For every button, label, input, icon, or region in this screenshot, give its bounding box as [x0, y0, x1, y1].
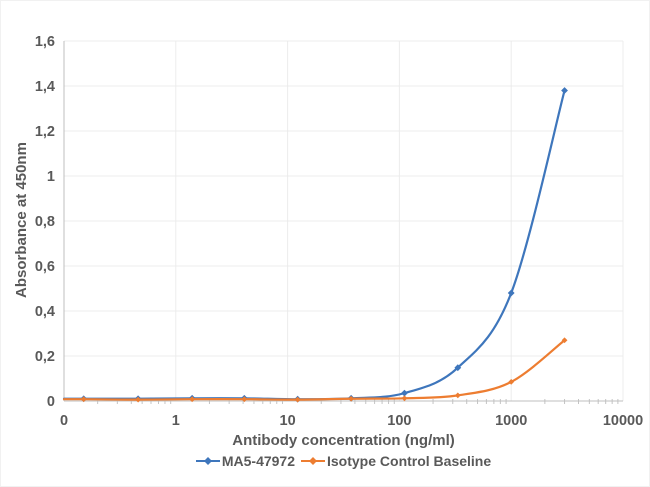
data-point-marker [507, 289, 515, 297]
y-tick-label: 0,6 [35, 259, 55, 275]
x-tick-label: 1 [172, 413, 180, 429]
y-tick-label: 0,4 [35, 304, 55, 320]
data-point-marker [241, 396, 248, 403]
x-tick-label: 10 [280, 413, 296, 429]
legend-label: Isotype Control Baseline [327, 453, 492, 469]
x-tick-label: 0 [60, 413, 68, 429]
data-point-marker [348, 395, 355, 402]
y-tick-label: 1 [47, 169, 55, 185]
y-tick-label: 0 [47, 394, 55, 410]
legend-diamond-icon [203, 457, 212, 465]
y-tick-label: 0,2 [35, 349, 55, 365]
y-tick-label: 0,8 [35, 214, 55, 230]
y-tick-label: 1,6 [35, 34, 55, 50]
data-point-marker [561, 87, 568, 94]
series-line-2 [62, 339, 566, 401]
legend-diamond-icon [309, 457, 317, 465]
legend-series-marker-icon [301, 457, 325, 465]
legend-label: MA5-47972 [221, 453, 295, 469]
series-line-1 [62, 89, 566, 401]
legend-series-marker-icon [195, 457, 220, 465]
data-point-marker [294, 396, 301, 403]
legend-item-1: MA5-47972 [195, 453, 295, 469]
y-axis-title: Absorbance at 450nm [13, 142, 30, 298]
data-point-marker [508, 378, 515, 385]
data-point-marker [401, 395, 408, 402]
legend-item-2: Isotype Control Baseline [301, 453, 491, 469]
data-point-marker [189, 396, 196, 403]
x-tick-label: 10000 [603, 413, 643, 429]
data-point-marker [561, 337, 568, 344]
data-point-marker [454, 392, 461, 399]
y-tick-label: 1,2 [35, 124, 55, 140]
data-point-marker [454, 364, 462, 372]
x-tick-label: 1000 [495, 413, 527, 429]
data-point-marker [80, 396, 87, 403]
x-tick-label: 100 [387, 413, 411, 429]
y-tick-label: 1,4 [35, 79, 55, 95]
x-axis-title: Antibody concentration (ng/ml) [232, 432, 455, 449]
data-point-marker [401, 389, 408, 397]
legend: MA5-47972 Isotype Control Baseline [36, 453, 649, 469]
data-point-marker [135, 396, 141, 403]
